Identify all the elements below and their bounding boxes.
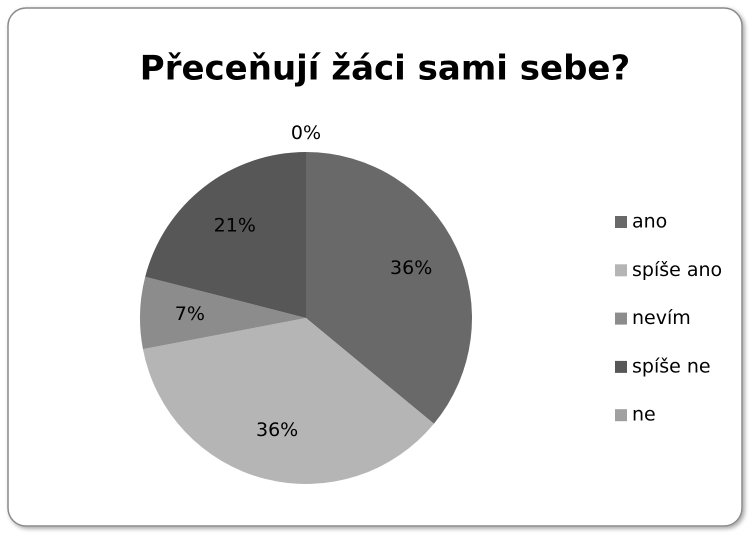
data-label: 0% (291, 122, 321, 144)
legend-swatch (615, 409, 627, 422)
pie-slice (145, 152, 306, 318)
pie-slice (306, 152, 472, 424)
legend-label: spíše ne (632, 355, 711, 377)
legend-swatch (615, 312, 627, 325)
data-label: 7% (175, 303, 205, 325)
legend-label: ano (632, 211, 667, 233)
legend-label: spíše ano (632, 259, 722, 281)
data-label: 36% (390, 257, 432, 279)
pie-slice (140, 276, 306, 350)
legend-label: ne (632, 404, 656, 426)
legend-swatch (615, 216, 627, 228)
legend-swatch (615, 360, 627, 373)
data-label: 36% (256, 419, 298, 441)
pie-slice (142, 318, 434, 485)
legend-swatch (615, 264, 627, 277)
legend-label: nevím (632, 307, 691, 329)
chart-title: Přeceňují žáci sami sebe? (140, 49, 630, 89)
data-label: 21% (214, 215, 256, 237)
